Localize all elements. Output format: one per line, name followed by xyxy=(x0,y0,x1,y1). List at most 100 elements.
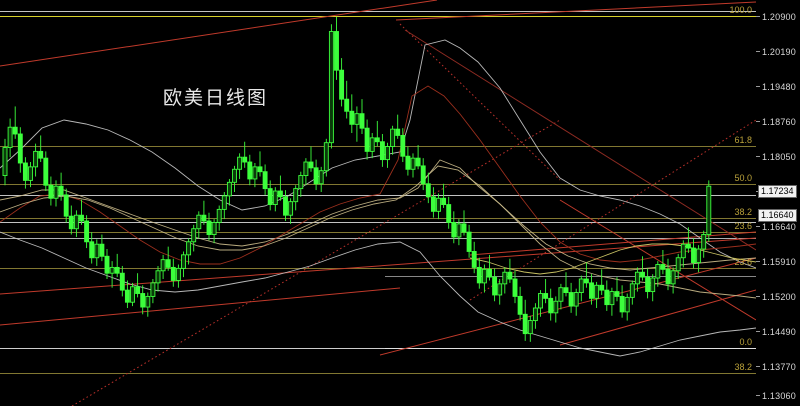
chart-plot-area[interactable] xyxy=(0,0,756,406)
candle-body xyxy=(323,142,329,172)
candle-body xyxy=(660,264,666,270)
candle-body xyxy=(206,220,212,235)
candle-body xyxy=(487,268,492,278)
price-tick-label: 1.16640 xyxy=(756,223,796,232)
candle-body xyxy=(405,155,411,170)
candle-body xyxy=(481,268,487,284)
candle-body xyxy=(548,297,554,314)
candle-body xyxy=(461,223,467,233)
price-tick-label: 1.14490 xyxy=(756,328,796,337)
candle-body xyxy=(532,307,538,322)
trendline xyxy=(0,287,401,326)
tick-mark xyxy=(756,261,760,262)
candle-body xyxy=(247,161,253,180)
fib-level-label: 23.6 xyxy=(734,221,752,231)
fib-level-label: 38.2 xyxy=(734,207,752,217)
candle-body xyxy=(196,214,202,230)
candle-body xyxy=(507,271,513,280)
candle-body xyxy=(73,214,79,230)
trendline xyxy=(559,289,756,346)
candle-body xyxy=(385,146,390,161)
candle-body xyxy=(313,167,319,185)
candle-body xyxy=(471,251,477,268)
candle-body xyxy=(609,291,615,306)
candle-body xyxy=(374,137,380,143)
candle-body xyxy=(191,228,197,243)
price-tick-label: 1.20900 xyxy=(756,13,796,22)
candle-body xyxy=(298,175,304,190)
indicator-line-bollinger-lower xyxy=(0,231,756,357)
trendline xyxy=(71,119,561,406)
fib-level-label: 50.0 xyxy=(734,173,752,183)
candle-body xyxy=(573,292,579,307)
candle-body xyxy=(84,220,90,243)
fib-level-label: 61.8 xyxy=(734,135,752,145)
candle-body xyxy=(400,134,406,157)
tick-mark xyxy=(756,296,760,297)
candle-body xyxy=(497,283,503,296)
candle-body xyxy=(288,201,294,216)
candle-body xyxy=(130,286,135,303)
candle-body xyxy=(538,293,543,309)
candle-body xyxy=(277,190,283,198)
candle-body xyxy=(318,170,324,185)
candle-body xyxy=(181,254,186,269)
candle-body xyxy=(170,266,176,281)
current-price-box: 1.16640 xyxy=(758,209,797,222)
candle-body xyxy=(226,181,232,197)
candle-body xyxy=(17,133,23,164)
price-tick-label: 1.13060 xyxy=(756,392,796,401)
candle-body xyxy=(354,113,360,125)
candle-body xyxy=(63,194,69,217)
chart-title: 欧美日线图 xyxy=(163,88,269,109)
candle-body xyxy=(701,234,707,250)
candle-body xyxy=(135,286,141,294)
candle-body xyxy=(634,271,640,285)
candle-body xyxy=(425,183,431,198)
trendline xyxy=(404,29,756,251)
candle-body xyxy=(655,264,661,279)
candle-body xyxy=(441,197,447,206)
candle-body xyxy=(369,137,375,152)
indicator-line-ma-fast xyxy=(0,85,756,265)
candlestick-series xyxy=(2,17,712,342)
candle-body xyxy=(349,110,355,125)
indicator-line-bollinger-upper xyxy=(0,39,756,269)
candle-body xyxy=(22,162,28,181)
candle-body xyxy=(328,31,334,144)
current-price-box: 1.17234 xyxy=(758,185,797,198)
candle-body xyxy=(124,289,130,303)
fib-level-label: 38.2 xyxy=(734,362,752,372)
tick-mark xyxy=(756,16,760,17)
candle-body xyxy=(216,208,222,223)
tick-mark xyxy=(756,395,760,396)
candle-body xyxy=(186,241,192,256)
candle-body xyxy=(53,185,59,199)
candle-body xyxy=(446,204,452,223)
candle-body xyxy=(619,295,625,313)
candle-body xyxy=(410,157,416,170)
candle-body xyxy=(344,98,350,112)
candle-body xyxy=(599,284,605,291)
price-tick-label: 1.18050 xyxy=(756,153,796,162)
candle-body xyxy=(160,259,166,272)
indicator-line-ma-slow xyxy=(0,165,756,271)
candle-body xyxy=(201,214,207,222)
candle-body xyxy=(558,287,564,302)
candle-body xyxy=(553,300,559,314)
fib-level-label: 100.0 xyxy=(729,5,752,15)
candle-body xyxy=(175,267,181,281)
candle-body xyxy=(94,243,100,259)
candle-body xyxy=(578,278,584,293)
candle-body xyxy=(211,222,217,235)
candle-body xyxy=(543,293,549,299)
candle-body xyxy=(237,156,243,170)
candle-body xyxy=(589,282,594,299)
candle-body xyxy=(680,243,686,259)
candle-body xyxy=(691,247,696,264)
candle-body xyxy=(79,214,84,222)
price-tick-label: 1.18760 xyxy=(756,118,796,127)
price-axis[interactable] xyxy=(756,0,800,406)
candle-body xyxy=(436,197,441,212)
